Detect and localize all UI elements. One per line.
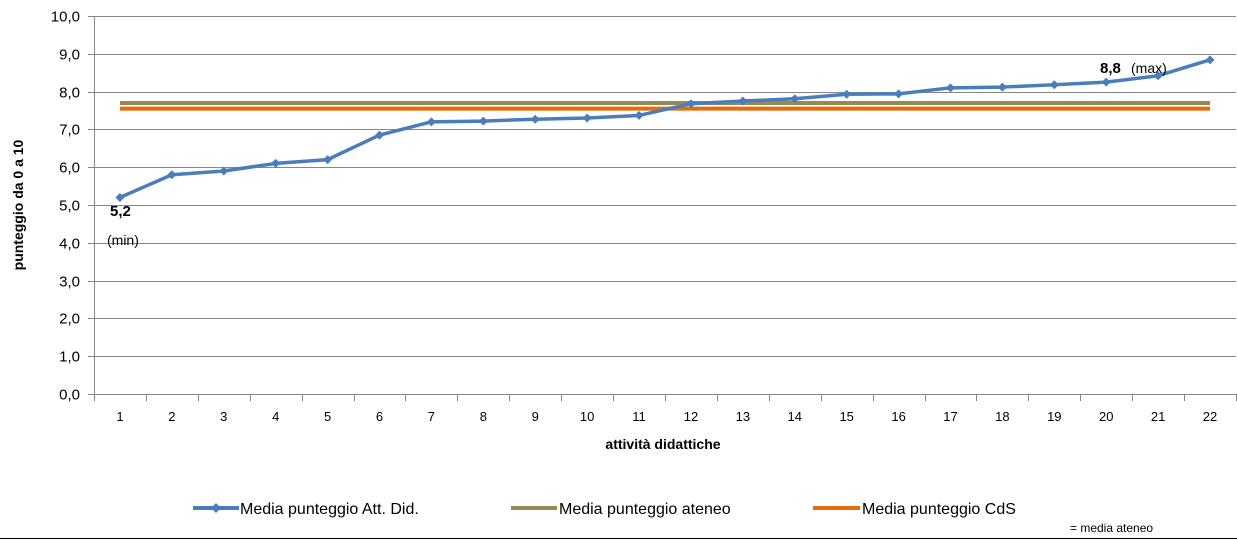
y-tick-label: 9,0 bbox=[59, 47, 80, 64]
data-point bbox=[686, 99, 696, 109]
x-tick-label: 19 bbox=[1047, 409, 1061, 424]
data-point bbox=[894, 89, 904, 99]
x-tick-label: 6 bbox=[376, 409, 383, 424]
data-point bbox=[1205, 55, 1215, 65]
x-tick-label: 20 bbox=[1099, 409, 1113, 424]
y-tick-label: 0,0 bbox=[59, 387, 80, 404]
x-tick-label: 13 bbox=[736, 409, 750, 424]
data-point bbox=[323, 155, 333, 165]
data-point bbox=[582, 113, 592, 123]
y-tick-label: 3,0 bbox=[59, 274, 80, 291]
series-line-att-did bbox=[119, 58, 1211, 200]
data-point bbox=[1101, 77, 1111, 87]
y-tick-label: 6,0 bbox=[59, 160, 80, 177]
data-point bbox=[1049, 80, 1059, 90]
legend: Media punteggio Att. Did. Media punteggi… bbox=[193, 501, 1016, 518]
x-tick-label: 8 bbox=[480, 409, 487, 424]
legend-marker-att-did bbox=[211, 503, 221, 513]
y-tick-label: 2,0 bbox=[59, 311, 80, 328]
gridlines bbox=[94, 16, 1236, 395]
y-tick-label: 7,0 bbox=[59, 122, 80, 139]
y-axis-title: punteggio da 0 a 10 bbox=[10, 139, 26, 270]
y-tick-label: 8,0 bbox=[59, 85, 80, 102]
x-tick-label: 18 bbox=[995, 409, 1009, 424]
x-tick-label: 14 bbox=[788, 409, 802, 424]
x-tick-labels: 1 2 3 4 5 6 7 8 9 10 11 12 13 14 15 16 17 18 19 20 21 22 bbox=[116, 409, 1217, 424]
x-tick-label: 5 bbox=[324, 409, 331, 424]
legend-label-att-did: Media punteggio Att. Did. bbox=[240, 501, 419, 518]
y-tick-labels: 0,0 1,0 2,0 3,0 4,0 5,0 6,0 7,0 8,0 9,0 10,0 bbox=[51, 9, 80, 404]
min-value-annotation: 5,2 bbox=[110, 203, 131, 220]
x-tick-label: 2 bbox=[168, 409, 175, 424]
x-axis-title: attività didattiche bbox=[605, 436, 720, 452]
max-label-annotation: (max) bbox=[1131, 60, 1167, 76]
series bbox=[115, 55, 1215, 202]
axes bbox=[88, 16, 1237, 401]
x-tick-label: 12 bbox=[684, 409, 698, 424]
data-point bbox=[1153, 71, 1163, 81]
data-point bbox=[790, 94, 800, 104]
min-label-annotation: (min) bbox=[107, 232, 139, 248]
x-tick-label: 1 bbox=[116, 409, 123, 424]
x-tick-label: 3 bbox=[220, 409, 227, 424]
max-value-annotation: 8,8 bbox=[1100, 60, 1121, 77]
legend-label-cds: Media punteggio CdS bbox=[862, 501, 1016, 518]
data-point bbox=[115, 192, 125, 202]
x-tick-label: 4 bbox=[272, 409, 279, 424]
x-tick-label: 11 bbox=[632, 409, 646, 424]
data-point bbox=[842, 89, 852, 99]
data-point bbox=[219, 166, 229, 176]
x-tick-label: 21 bbox=[1151, 409, 1165, 424]
footnote: = media ateneo bbox=[1070, 521, 1153, 535]
x-tick-label: 10 bbox=[580, 409, 594, 424]
y-tick-label: 5,0 bbox=[59, 198, 80, 215]
data-point bbox=[478, 116, 488, 126]
y-tick-label: 4,0 bbox=[59, 236, 80, 253]
data-point bbox=[946, 83, 955, 93]
x-tick-label: 7 bbox=[428, 409, 435, 424]
y-tick-label: 1,0 bbox=[59, 349, 80, 366]
y-tick-label: 10,0 bbox=[51, 9, 80, 26]
data-point bbox=[271, 158, 281, 168]
x-tick-label: 22 bbox=[1203, 409, 1217, 424]
data-point bbox=[426, 117, 436, 127]
data-point bbox=[375, 130, 384, 140]
data-point bbox=[634, 110, 644, 120]
data-point bbox=[530, 114, 540, 124]
data-point bbox=[167, 170, 177, 180]
legend-label-ateneo: Media punteggio ateneo bbox=[559, 501, 731, 518]
data-point bbox=[738, 96, 748, 106]
legend-item-cds: Media punteggio CdS bbox=[813, 501, 1016, 518]
data-point bbox=[997, 82, 1007, 92]
legend-item-att-did: Media punteggio Att. Did. bbox=[193, 501, 419, 518]
x-tick-label: 15 bbox=[839, 409, 853, 424]
x-tick-label: 9 bbox=[532, 409, 539, 424]
x-tick-label: 17 bbox=[943, 409, 957, 424]
legend-item-ateneo: Media punteggio ateneo bbox=[511, 501, 731, 518]
x-tick-label: 16 bbox=[891, 409, 905, 424]
